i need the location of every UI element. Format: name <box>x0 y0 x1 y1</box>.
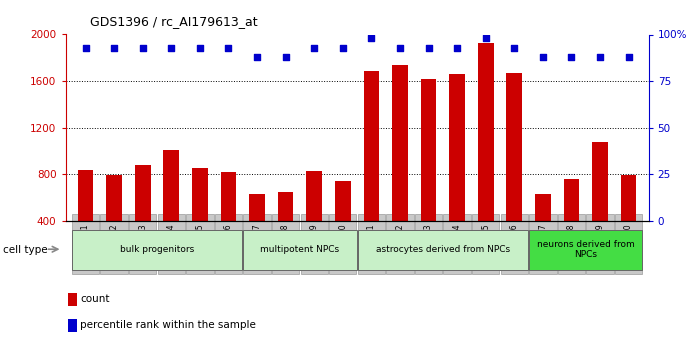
Bar <box>335 181 351 267</box>
Point <box>166 45 177 50</box>
Point <box>395 45 406 50</box>
Point <box>252 54 263 60</box>
Bar <box>506 73 522 267</box>
Point <box>423 45 434 50</box>
Bar <box>421 79 436 267</box>
Bar <box>164 150 179 267</box>
Point <box>195 45 206 50</box>
Point <box>137 45 148 50</box>
FancyBboxPatch shape <box>72 230 242 270</box>
Bar <box>278 192 293 267</box>
Bar <box>68 293 77 306</box>
FancyBboxPatch shape <box>357 230 528 270</box>
Bar <box>449 74 465 267</box>
Text: percentile rank within the sample: percentile rank within the sample <box>80 321 256 330</box>
Point <box>108 45 119 50</box>
Point <box>337 45 348 50</box>
Point <box>223 45 234 50</box>
Point <box>509 45 520 50</box>
Point <box>623 54 634 60</box>
Point <box>451 45 462 50</box>
Bar <box>306 171 322 267</box>
Text: GDS1396 / rc_AI179613_at: GDS1396 / rc_AI179613_at <box>90 16 257 29</box>
Text: count: count <box>80 294 110 304</box>
Bar <box>68 319 77 332</box>
Point <box>595 54 606 60</box>
Text: cell type: cell type <box>3 245 48 255</box>
Bar <box>478 43 493 267</box>
Bar <box>192 168 208 267</box>
Point <box>566 54 577 60</box>
FancyBboxPatch shape <box>244 230 357 270</box>
Point <box>538 54 549 60</box>
Bar <box>592 141 608 267</box>
Bar <box>564 179 580 267</box>
Bar <box>221 172 236 267</box>
FancyBboxPatch shape <box>529 230 642 270</box>
Bar <box>392 65 408 267</box>
Point <box>280 54 291 60</box>
Bar <box>78 169 93 267</box>
Point <box>366 36 377 41</box>
Text: multipotent NPCs: multipotent NPCs <box>260 245 339 254</box>
Bar <box>135 165 150 267</box>
Bar <box>249 194 265 267</box>
Text: astrocytes derived from NPCs: astrocytes derived from NPCs <box>376 245 510 254</box>
Point <box>308 45 319 50</box>
Bar <box>621 175 636 267</box>
Text: neurons derived from
NPCs: neurons derived from NPCs <box>537 239 635 259</box>
Bar <box>364 71 380 267</box>
Bar <box>106 175 122 267</box>
Bar <box>535 194 551 267</box>
Point <box>480 36 491 41</box>
Point <box>80 45 91 50</box>
Text: bulk progenitors: bulk progenitors <box>120 245 194 254</box>
